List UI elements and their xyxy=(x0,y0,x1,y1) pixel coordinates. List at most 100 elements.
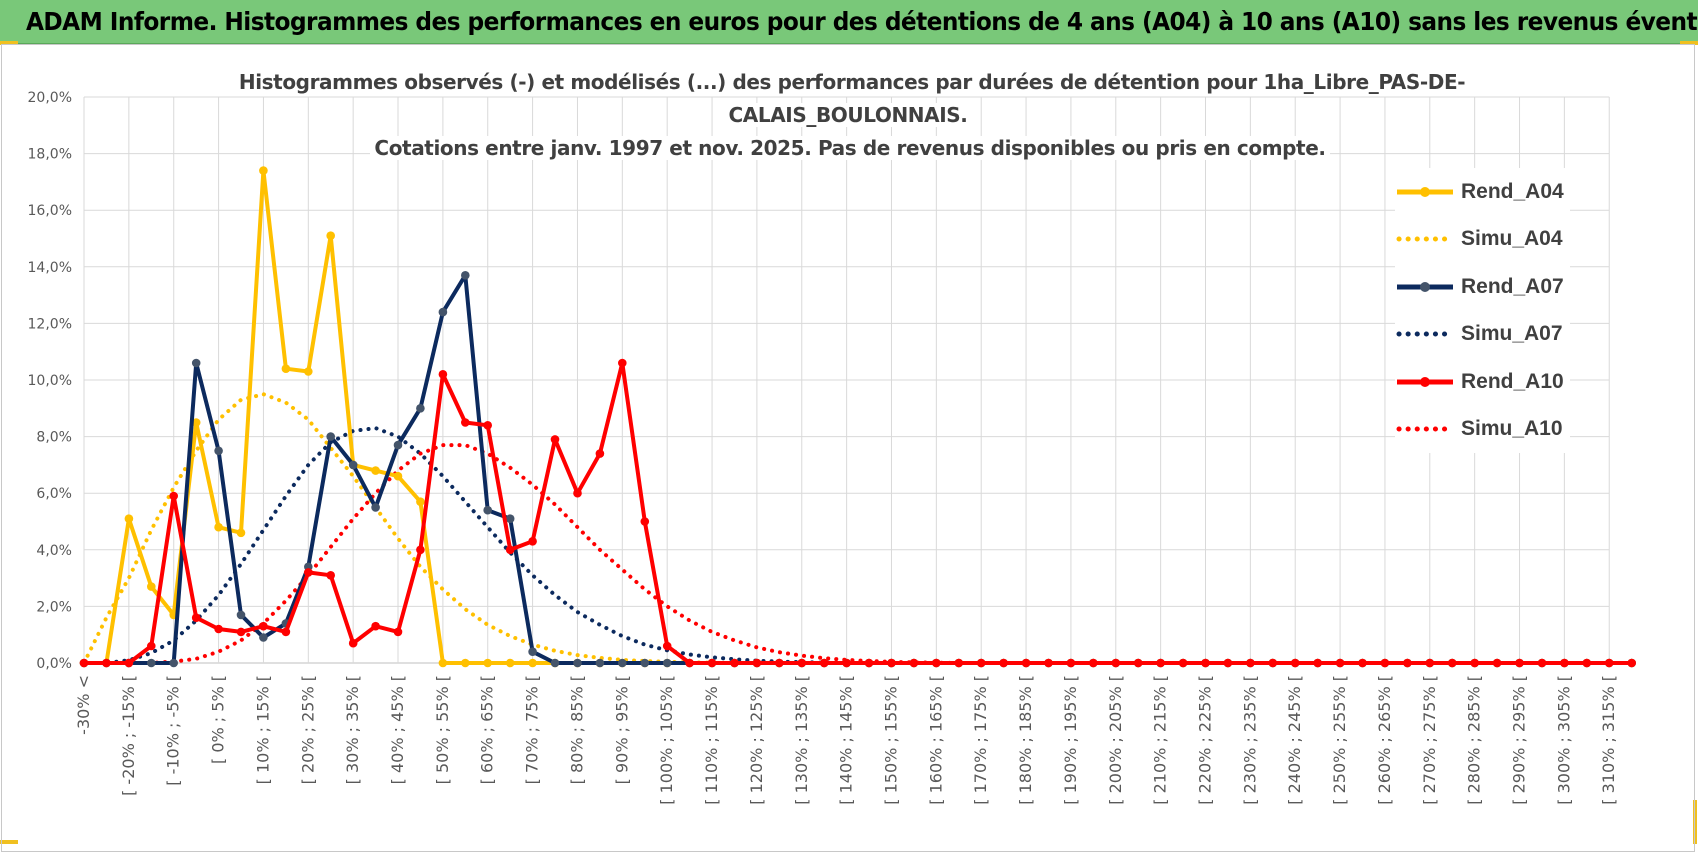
data-point-Rend_A07 xyxy=(528,647,537,656)
x-tick-label: [ 280% ; 285% [ xyxy=(1465,675,1484,805)
data-point-Rend_A10 xyxy=(1492,658,1502,668)
legend-label: Simu_A07 xyxy=(1461,322,1563,346)
legend-item-Rend_A07: Rend_A07 xyxy=(1395,263,1570,311)
data-point-Rend_A10 xyxy=(1582,658,1592,668)
legend-swatch-Rend_A07 xyxy=(1397,281,1453,292)
data-point-Rend_A10 xyxy=(1425,658,1435,668)
data-point-Rend_A10 xyxy=(236,627,246,637)
legend-item-Rend_A10: Rend_A10 xyxy=(1395,358,1570,406)
data-point-Rend_A07 xyxy=(191,358,201,368)
y-tick-label: 12,0% xyxy=(28,316,72,332)
data-point-Rend_A10 xyxy=(1290,658,1300,668)
data-point-Rend_A04 xyxy=(371,466,380,475)
data-point-Rend_A10 xyxy=(1627,658,1636,668)
data-point-Rend_A10 xyxy=(1447,658,1457,668)
data-point-Rend_A10 xyxy=(102,658,111,668)
data-point-Rend_A10 xyxy=(1268,658,1278,668)
data-point-Rend_A04 xyxy=(236,528,246,538)
data-point-Rend_A07 xyxy=(393,440,403,450)
x-tick-label: [ 270% ; 275% [ xyxy=(1420,675,1439,805)
data-point-Rend_A10 xyxy=(730,658,739,668)
legend-swatch-Simu_A07 xyxy=(1396,331,1455,337)
data-point-Rend_A04 xyxy=(483,658,493,668)
legend-item-Simu_A10: Simu_A10 xyxy=(1395,406,1570,454)
grid-layer xyxy=(83,96,1610,664)
data-point-Rend_A07 xyxy=(371,503,380,512)
data-point-Rend_A10 xyxy=(1021,658,1031,668)
x-tick-label: [ 310% ; 315% [ xyxy=(1599,675,1618,805)
data-point-Rend_A10 xyxy=(483,421,493,430)
data-point-Rend_A10 xyxy=(259,621,268,631)
y-tick-label: 20,0% xyxy=(28,90,72,106)
chart-subtitle: Histogrammes observés (-) et modélisés (… xyxy=(230,66,1470,165)
x-axis: -30% < [ -20% ; -15% [[ -10% ; -5% [[ 0% … xyxy=(74,675,1618,805)
legend-item-Rend_A04: Rend_A04 xyxy=(1395,168,1570,216)
chart-title-line1: Histogrammes observés (-) et modélisés (… xyxy=(234,70,1466,127)
x-tick-label: [ 50% ; 55% [ xyxy=(433,675,452,784)
y-tick-label: 6,0% xyxy=(36,486,72,502)
x-tick-label: [ 260% ; 265% [ xyxy=(1375,675,1394,805)
legend-swatch-Simu_A04 xyxy=(1396,236,1455,242)
data-point-Rend_A04 xyxy=(528,658,537,668)
corner-mark-bottom-right xyxy=(1693,800,1697,844)
data-point-Rend_A04 xyxy=(416,497,425,507)
x-tick-label: [ 10% ; 15% [ xyxy=(253,675,272,784)
data-point-Rend_A10 xyxy=(191,613,201,622)
data-point-Rend_A07 xyxy=(461,271,470,280)
y-tick-label: 4,0% xyxy=(36,543,72,559)
data-point-Rend_A04 xyxy=(124,514,134,523)
x-tick-label: [ 0% ; 5% [ xyxy=(209,675,228,764)
data-point-Rend_A10 xyxy=(214,624,223,634)
x-tick-label: [ 210% ; 215% [ xyxy=(1151,675,1170,805)
series-line-Simu_A07 xyxy=(82,426,1634,665)
data-point-Rend_A04 xyxy=(505,658,515,668)
legend-item-Simu_A07: Simu_A07 xyxy=(1395,311,1570,359)
data-point-Rend_A10 xyxy=(416,545,425,555)
data-point-Rend_A10 xyxy=(528,537,537,546)
data-point-Rend_A10 xyxy=(842,658,851,668)
data-point-Rend_A10 xyxy=(1313,658,1322,668)
data-point-Rend_A07 xyxy=(259,633,268,642)
data-point-Rend_A10 xyxy=(864,658,874,668)
chart-frame xyxy=(1,44,1695,852)
legend-marker xyxy=(1420,376,1430,387)
x-tick-label: [ 130% ; 135% [ xyxy=(792,675,811,805)
corner-mark-top-right xyxy=(1680,41,1698,45)
data-point-Rend_A10 xyxy=(752,658,762,668)
x-tick-label: [ 100% ; 105% [ xyxy=(657,675,676,805)
y-axis: 0,0% 2,0% 4,0% 6,0% 8,0% 10,0% 12,0% 14,0% 16,0%… xyxy=(28,90,72,672)
x-tick-label: [ 170% ; 175% [ xyxy=(971,675,990,805)
data-point-Rend_A10 xyxy=(461,418,470,427)
data-point-Rend_A10 xyxy=(1246,658,1255,668)
corner-mark-bottom-left xyxy=(0,840,18,844)
x-tick-label: [ 240% ; 245% [ xyxy=(1285,675,1304,805)
x-tick-label: [ 150% ; 155% [ xyxy=(881,675,900,805)
data-point-Rend_A10 xyxy=(909,658,919,668)
x-tick-label: [ 80% ; 85% [ xyxy=(567,675,586,784)
x-tick-label: [ -20% ; -15% [ xyxy=(119,675,138,796)
data-point-Rend_A07 xyxy=(483,505,493,515)
data-point-Rend_A07 xyxy=(595,658,605,668)
data-point-Rend_A10 xyxy=(1156,658,1165,668)
data-point-Rend_A07 xyxy=(236,610,246,620)
x-tick-label: [ 30% ; 35% [ xyxy=(343,675,362,784)
data-point-Rend_A10 xyxy=(371,621,380,631)
legend-swatch-Simu_A10 xyxy=(1396,426,1455,432)
data-point-Rend_A10 xyxy=(662,641,672,651)
data-point-Rend_A07 xyxy=(618,658,627,668)
y-tick-label: 10,0% xyxy=(28,373,72,389)
data-point-Rend_A10 xyxy=(505,545,515,555)
legend-label: Rend_A07 xyxy=(1461,274,1564,298)
x-tick-label: [ 120% ; 125% [ xyxy=(747,675,766,805)
y-tick-label: 18,0% xyxy=(28,147,72,163)
data-point-Rend_A04 xyxy=(393,471,403,481)
data-point-Rend_A10 xyxy=(550,435,560,444)
x-tick-label: [ 230% ; 235% [ xyxy=(1240,675,1259,805)
x-tick-label: [ 20% ; 25% [ xyxy=(298,675,317,784)
data-point-Rend_A10 xyxy=(1403,658,1412,668)
data-point-Rend_A10 xyxy=(348,638,358,648)
x-tick-label: [ 200% ; 205% [ xyxy=(1106,675,1125,805)
data-point-Rend_A04 xyxy=(281,364,291,374)
data-point-Rend_A10 xyxy=(1044,658,1053,668)
data-point-Rend_A07 xyxy=(550,658,560,668)
